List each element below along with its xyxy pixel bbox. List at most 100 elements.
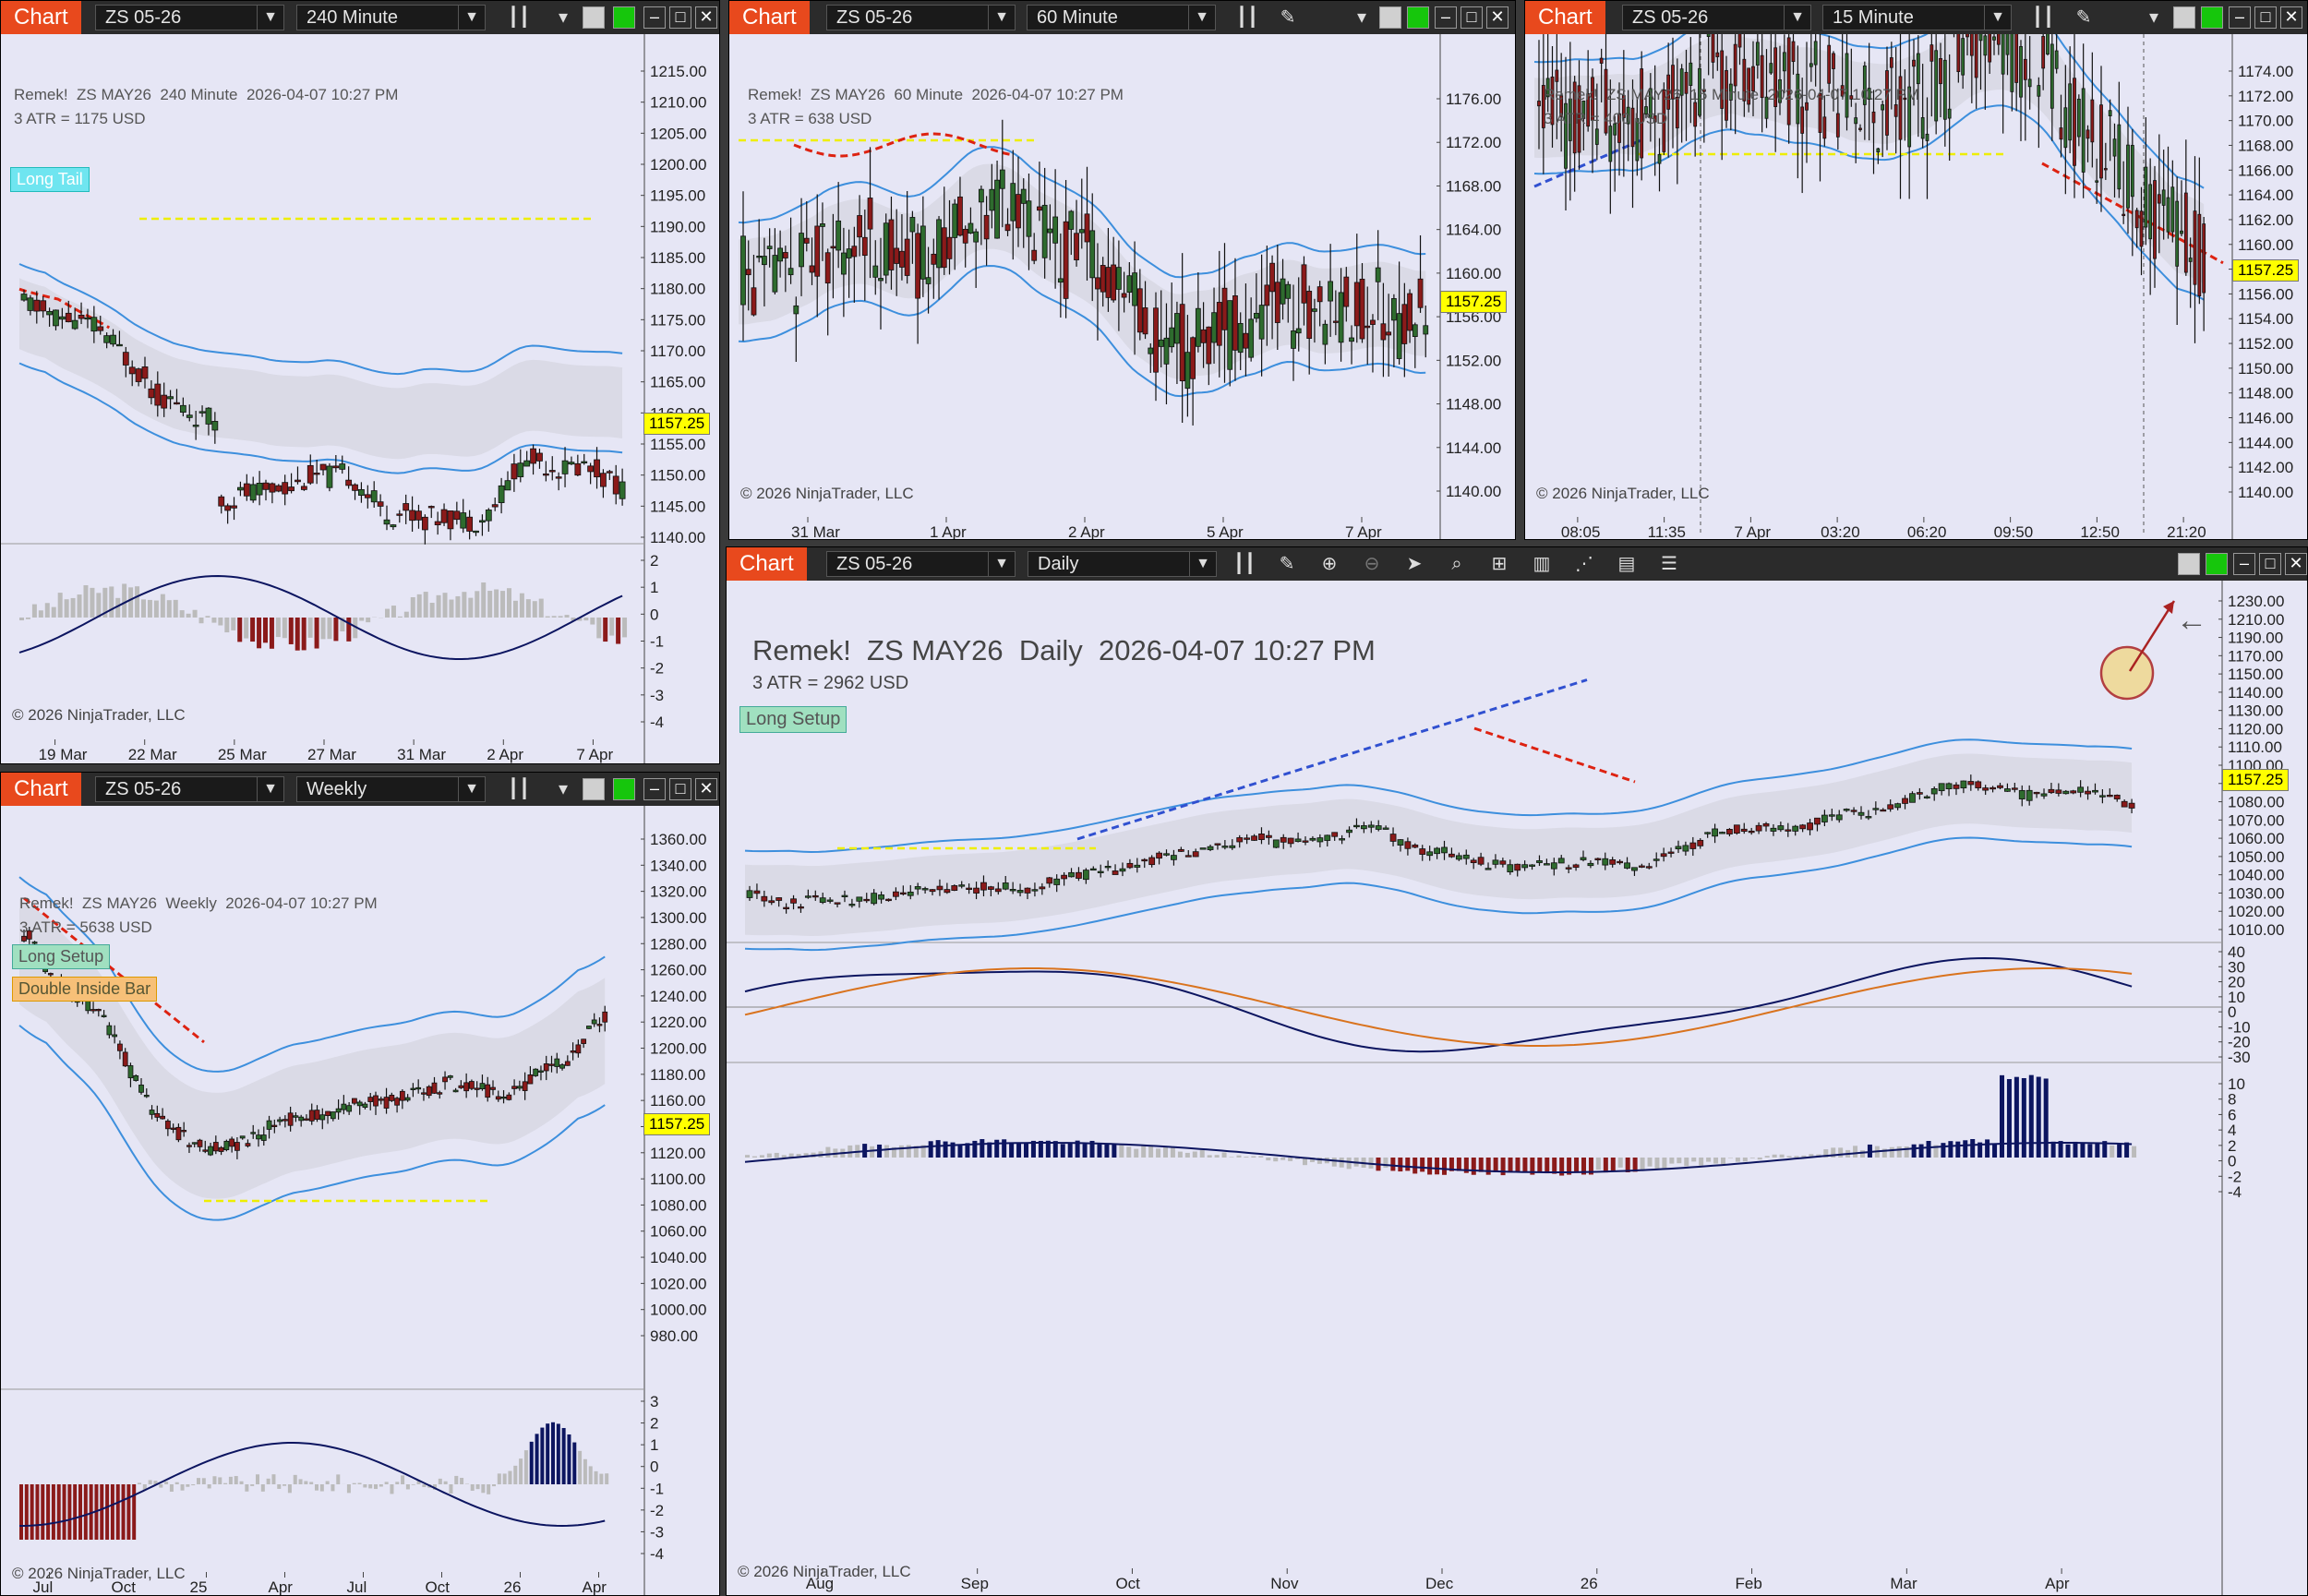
candle-body	[1265, 834, 1272, 838]
chart-menu-button[interactable]: Chart	[1, 773, 81, 806]
chart-plot-area[interactable]: 1176.00 1172.00 1168.00 1164.00 1160.00 1156.…	[729, 34, 1515, 539]
chart-menu-button[interactable]: Chart	[729, 1, 810, 34]
interval-selector[interactable]: Daily ▼	[1028, 551, 1217, 577]
strategies-icon[interactable]: ⋰	[1575, 554, 1593, 574]
candle-body	[1800, 106, 1805, 134]
drawing-tool-icon[interactable]: ✎	[2075, 7, 2092, 28]
candle-body	[1821, 814, 1828, 822]
histogram-bar	[1060, 1144, 1065, 1158]
chart-plot-area[interactable]: 1230.00 1210.00 1190.00 1170.00 1150.00 1140.…	[727, 581, 2307, 1595]
zoom-in-icon[interactable]: ⊕	[1321, 554, 1338, 574]
candle-body	[1499, 860, 1507, 865]
candle-body	[1274, 282, 1280, 323]
drawing-tool-icon[interactable]: ✎	[1279, 554, 1295, 574]
window-link-button[interactable]	[613, 778, 635, 800]
bar-type-icon[interactable]: ┃┃	[507, 7, 531, 28]
zoom-out-icon[interactable]: ⊖	[1364, 554, 1380, 574]
dropdown-icon[interactable]: ▾	[558, 779, 569, 799]
window-link-button[interactable]	[2206, 553, 2228, 575]
drawing-tool-icon[interactable]: ✎	[1280, 7, 1296, 28]
chart-info-title: Remek! ZS MAY26 Weekly 2026-04-07 10:27 …	[19, 894, 378, 912]
minimize-button[interactable]: –	[2229, 6, 2251, 29]
oscillator-line	[744, 1142, 2133, 1173]
maximize-button[interactable]: □	[2254, 6, 2277, 29]
window-link-button[interactable]	[1407, 6, 1429, 29]
minimize-button[interactable]: –	[2233, 553, 2255, 575]
window-gray-button[interactable]	[583, 778, 605, 800]
instrument-selector[interactable]: ZS 05-26 ▼	[1622, 5, 1811, 30]
histogram-bar	[379, 1484, 383, 1487]
close-button[interactable]: ✕	[1486, 6, 1509, 29]
candle-body	[1840, 85, 1845, 97]
back-arrow-icon[interactable]: ←	[2176, 603, 2207, 638]
maximize-button[interactable]: □	[2259, 553, 2281, 575]
chart-menu-button[interactable]: Chart	[1, 1, 81, 34]
chart-menu-button[interactable]: Chart	[1525, 1, 1605, 34]
interval-selector[interactable]: 15 Minute ▼	[1822, 5, 2012, 30]
interval-selector[interactable]: Weekly ▼	[296, 776, 486, 802]
properties-icon[interactable]: ⊞	[1491, 554, 1508, 574]
candle-body	[1564, 102, 1568, 169]
data-box-icon[interactable]: ⌕	[1451, 554, 1462, 574]
interval-selector[interactable]: 60 Minute ▼	[1027, 5, 1216, 30]
pointer-icon[interactable]: ➤	[1406, 554, 1423, 574]
close-button[interactable]: ✕	[695, 778, 717, 800]
candle-body	[1594, 858, 1602, 860]
maximize-button[interactable]: □	[1461, 6, 1483, 29]
instrument-selector[interactable]: ZS 05-26 ▼	[95, 776, 284, 802]
x-axis-label: Apr	[583, 1578, 607, 1595]
candle-body	[1653, 114, 1657, 123]
x-axis-label: Oct	[112, 1578, 137, 1595]
minimize-button[interactable]: –	[643, 6, 666, 29]
instrument-selector[interactable]: ZS 05-26 ▼	[826, 551, 1016, 577]
maximize-button[interactable]: □	[669, 778, 691, 800]
window-link-button[interactable]	[613, 6, 635, 29]
dropdown-icon[interactable]: ▾	[2148, 7, 2159, 28]
minimize-button[interactable]: –	[643, 778, 666, 800]
histogram-bar	[287, 1484, 292, 1494]
window-link-button[interactable]	[2201, 6, 2223, 29]
chart-plot-area[interactable]: 1215.00 1210.00 1205.00 1200.00 1195.00 1190.…	[1, 34, 719, 763]
close-button[interactable]: ✕	[695, 6, 717, 29]
interval-selector[interactable]: 240 Minute ▼	[296, 5, 486, 30]
dropdown-icon[interactable]: ▾	[558, 7, 569, 28]
candle-body	[1635, 117, 1640, 162]
chart-plot-area[interactable]: 1360.00 1340.00 1320.00 1300.00 1280.00 1260.…	[1, 806, 719, 1595]
candle-body	[1586, 93, 1591, 127]
candle-body	[1184, 352, 1191, 390]
window-gray-button[interactable]	[2178, 553, 2200, 575]
candle-body	[1591, 77, 1594, 121]
chart-plot-area[interactable]: 1174.00 1172.00 1170.00 1168.00 1166.00 1164.…	[1525, 34, 2307, 539]
dropdown-icon[interactable]: ▾	[1356, 7, 1367, 28]
indicators-icon[interactable]: ▥	[1533, 554, 1551, 574]
bar-type-icon[interactable]: ┃┃	[2031, 7, 2055, 28]
minimize-button[interactable]: –	[1435, 6, 1457, 29]
list-icon[interactable]: ☰	[1661, 554, 1677, 574]
price-axis-tick-label: 1220.00	[650, 1014, 706, 1031]
bar-type-icon[interactable]: ┃┃	[1235, 7, 1259, 28]
last-price-tag: 1157.25	[2232, 259, 2300, 282]
histogram-bar	[609, 618, 615, 636]
candle-body	[1715, 52, 1720, 57]
close-button[interactable]: ✕	[2285, 553, 2307, 575]
candle-body	[1679, 68, 1684, 96]
histogram-bar	[1941, 1143, 1946, 1158]
bar-type-icon[interactable]: ┃┃	[1232, 554, 1256, 574]
candle-body	[1294, 838, 1302, 843]
candle-body	[2048, 788, 2055, 794]
histogram-bar	[1177, 1151, 1183, 1158]
candle-body	[980, 882, 987, 891]
instrument-selector[interactable]: ZS 05-26 ▼	[95, 5, 284, 30]
close-button[interactable]: ✕	[2280, 6, 2302, 29]
bar-type-icon[interactable]: ┃┃	[507, 779, 531, 799]
candle-body	[2081, 88, 2086, 173]
x-axis-label: Oct	[426, 1578, 451, 1595]
histogram-bar	[2000, 1074, 2004, 1158]
maximize-button[interactable]: □	[669, 6, 691, 29]
templates-icon[interactable]: ▤	[1617, 554, 1636, 574]
window-gray-button[interactable]	[2173, 6, 2195, 29]
chart-menu-button[interactable]: Chart	[727, 547, 807, 581]
instrument-selector[interactable]: ZS 05-26 ▼	[826, 5, 1016, 30]
window-gray-button[interactable]	[1379, 6, 1401, 29]
window-gray-button[interactable]	[583, 6, 605, 29]
